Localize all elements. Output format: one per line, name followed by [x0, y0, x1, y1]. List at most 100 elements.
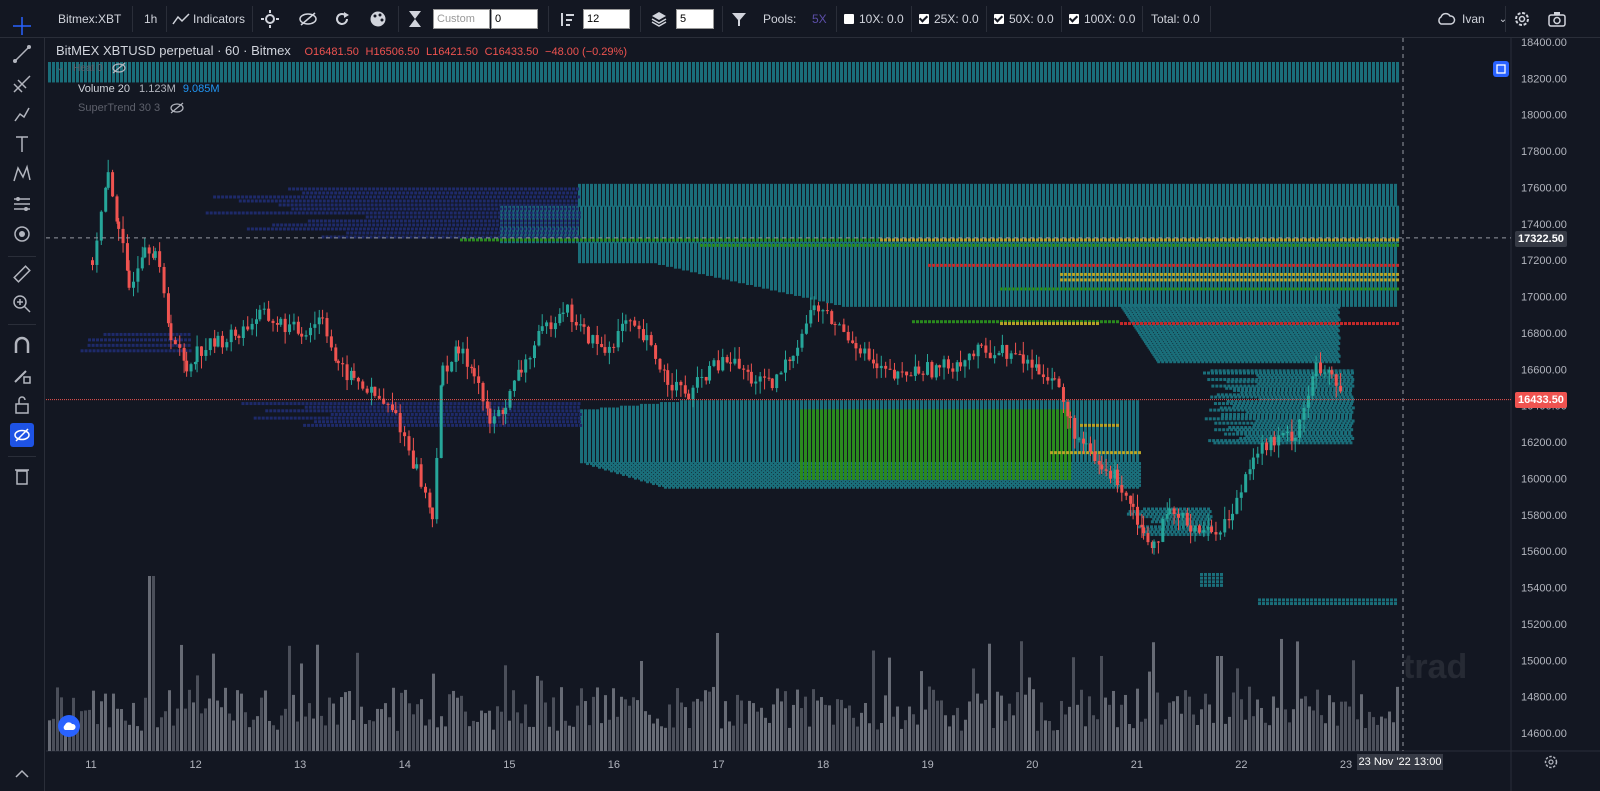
heatmap-cell — [1124, 79, 1127, 82]
heatmap-cell — [404, 79, 407, 82]
heatmap-cell — [156, 79, 159, 82]
heatmap-cell — [836, 79, 839, 82]
heatmap-cell — [1364, 79, 1367, 82]
heatmap-cell — [376, 79, 379, 82]
heatmap-cell — [812, 79, 815, 82]
heatmap-cell — [1020, 79, 1023, 82]
heatmap-cell — [928, 79, 931, 82]
heatmap-cell — [304, 79, 307, 82]
heatmap-cell — [968, 79, 971, 82]
heatmap-cell — [884, 79, 887, 82]
heatmap-cell — [220, 79, 223, 82]
heatmap-cell — [924, 79, 927, 82]
heatmap-cell — [912, 79, 915, 82]
heatmap-cell — [784, 79, 787, 82]
heatmap-cell — [1332, 79, 1335, 82]
heatmap-cell — [908, 79, 911, 82]
heatmap-cell — [544, 79, 547, 82]
heatmap-cell — [88, 79, 91, 82]
heatmap-cell — [148, 79, 151, 82]
heatmap-cell — [596, 79, 599, 82]
heatmap-cell — [344, 79, 347, 82]
heatmap-cell — [856, 79, 859, 82]
heatmap-cell — [520, 79, 523, 82]
heatmap-cell — [976, 79, 979, 82]
heatmap-cell — [244, 79, 247, 82]
heatmap-cell — [1384, 79, 1387, 82]
heatmap-cell — [576, 79, 579, 82]
heatmap-cell — [572, 79, 575, 82]
heatmap-cell — [252, 79, 255, 82]
heatmap-cell — [1264, 79, 1267, 82]
heatmap-cell — [1360, 79, 1363, 82]
heatmap-cell — [892, 79, 895, 82]
heatmap-cell — [1116, 79, 1119, 82]
heatmap-cell — [96, 79, 99, 82]
heatmap-cell — [612, 79, 615, 82]
heatmap-cell — [100, 79, 103, 82]
heatmap-cell — [1040, 79, 1043, 82]
heatmap-cell — [136, 79, 139, 82]
heatmap-cell — [1356, 79, 1359, 82]
heatmap-cell — [848, 79, 851, 82]
heatmap-cell — [752, 79, 755, 82]
heatmap-cell — [740, 79, 743, 82]
heatmap-cell — [504, 79, 507, 82]
heatmap-cell — [1164, 79, 1167, 82]
heatmap-cell — [1256, 79, 1259, 82]
heatmap-cell — [340, 79, 343, 82]
heatmap-cell — [556, 79, 559, 82]
heatmap-cell — [548, 79, 551, 82]
heatmap-cell — [888, 79, 891, 82]
heatmap-cell — [172, 79, 175, 82]
heatmap-cell — [1176, 79, 1179, 82]
heatmap-cell — [748, 79, 751, 82]
heatmap-cell — [300, 79, 303, 82]
heatmap-cell — [704, 79, 707, 82]
heatmap-cell — [144, 79, 147, 82]
heatmap-cell — [1044, 79, 1047, 82]
heatmap-cell — [628, 79, 631, 82]
heatmap-band — [48, 79, 1399, 82]
heatmap-cell — [1344, 79, 1347, 82]
heatmap-cell — [1180, 79, 1183, 82]
heatmap-cell — [272, 79, 275, 82]
heatmap-cell — [76, 79, 79, 82]
heatmap-cell — [800, 79, 803, 82]
heatmap-cell — [620, 79, 623, 82]
heatmap-cell — [428, 79, 431, 82]
heatmap-cell — [296, 79, 299, 82]
heatmap-cell — [1104, 79, 1107, 82]
heatmap-cell — [992, 79, 995, 82]
heatmap-cell — [948, 79, 951, 82]
heatmap-cell — [1308, 79, 1311, 82]
heatmap-cell — [868, 79, 871, 82]
heatmap-cell — [588, 79, 591, 82]
heatmap-cell — [796, 79, 799, 82]
heatmap-cell — [972, 79, 975, 82]
heatmap-cell — [276, 79, 279, 82]
heatmap-cell — [1144, 79, 1147, 82]
heatmap-cell — [1396, 79, 1399, 82]
heatmap-cell — [656, 79, 659, 82]
heatmap-cell — [1088, 79, 1091, 82]
heatmap-cell — [80, 79, 83, 82]
heatmap-cell — [824, 79, 827, 82]
heatmap-cell — [416, 79, 419, 82]
heatmap-cell — [160, 79, 163, 82]
heatmap-cell — [500, 79, 503, 82]
heatmap-cell — [724, 79, 727, 82]
heatmap-cell — [1000, 79, 1003, 82]
heatmap-cell — [512, 79, 515, 82]
heatmap-cell — [1208, 79, 1211, 82]
heatmap-cell — [1276, 79, 1279, 82]
heatmap-cell — [668, 79, 671, 82]
heatmap-cell — [944, 79, 947, 82]
heatmap-cell — [1392, 79, 1395, 82]
heatmap-cell — [312, 79, 315, 82]
heatmap-cell — [1296, 79, 1299, 82]
heatmap-cell — [780, 79, 783, 82]
heatmap-cell — [128, 79, 131, 82]
heatmap-cell — [592, 79, 595, 82]
